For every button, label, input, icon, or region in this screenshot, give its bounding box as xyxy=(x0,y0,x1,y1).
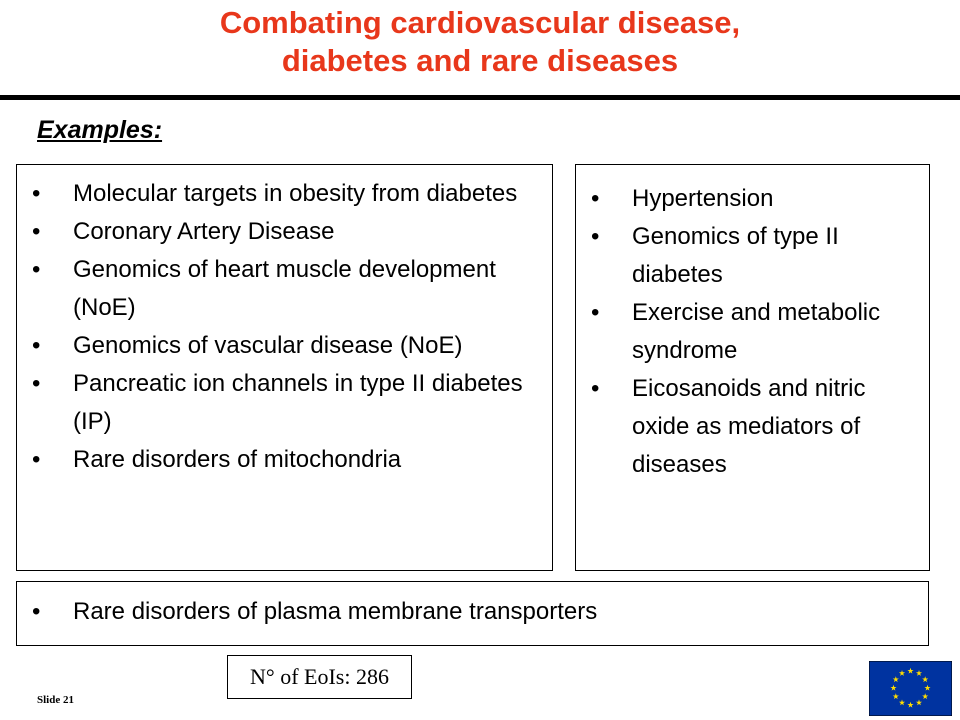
section-label: Examples: xyxy=(37,116,163,144)
right-examples-box: Hypertension Genomics of type II diabete… xyxy=(575,164,930,571)
list-item: Pancreatic ion channels in type II diabe… xyxy=(32,365,543,441)
list-item: Molecular targets in obesity from diabet… xyxy=(32,175,543,213)
left-examples-box: Molecular targets in obesity from diabet… xyxy=(16,164,553,571)
list-item: Rare disorders of plasma membrane transp… xyxy=(32,593,913,631)
list-item: Genomics of heart muscle development (No… xyxy=(32,251,543,327)
list-item: Hypertension xyxy=(591,180,922,218)
list-item: Genomics of vascular disease (NoE) xyxy=(32,327,543,365)
eu-flag-icon xyxy=(869,661,952,716)
slide-title: Combating cardiovascular disease, diabet… xyxy=(0,4,960,80)
list-item: Rare disorders of mitochondria xyxy=(32,441,543,479)
slide-number: Slide 21 xyxy=(37,694,74,706)
title-line-2: diabetes and rare diseases xyxy=(281,43,679,78)
list-item: Coronary Artery Disease xyxy=(32,213,543,251)
right-examples-list: Hypertension Genomics of type II diabete… xyxy=(591,180,922,484)
left-examples-list: Molecular targets in obesity from diabet… xyxy=(32,175,543,479)
list-item: Eicosanoids and nitric oxide as mediator… xyxy=(591,370,922,484)
title-divider xyxy=(0,95,960,100)
list-item: Genomics of type II diabetes xyxy=(591,218,922,294)
title-line-1: Combating cardiovascular disease, xyxy=(219,5,741,40)
bottom-examples-box: Rare disorders of plasma membrane transp… xyxy=(16,581,929,646)
bottom-examples-list: Rare disorders of plasma membrane transp… xyxy=(32,593,913,631)
eoi-count-box: N° of EoIs: 286 xyxy=(227,655,412,699)
list-item: Exercise and metabolic syndrome xyxy=(591,294,922,370)
